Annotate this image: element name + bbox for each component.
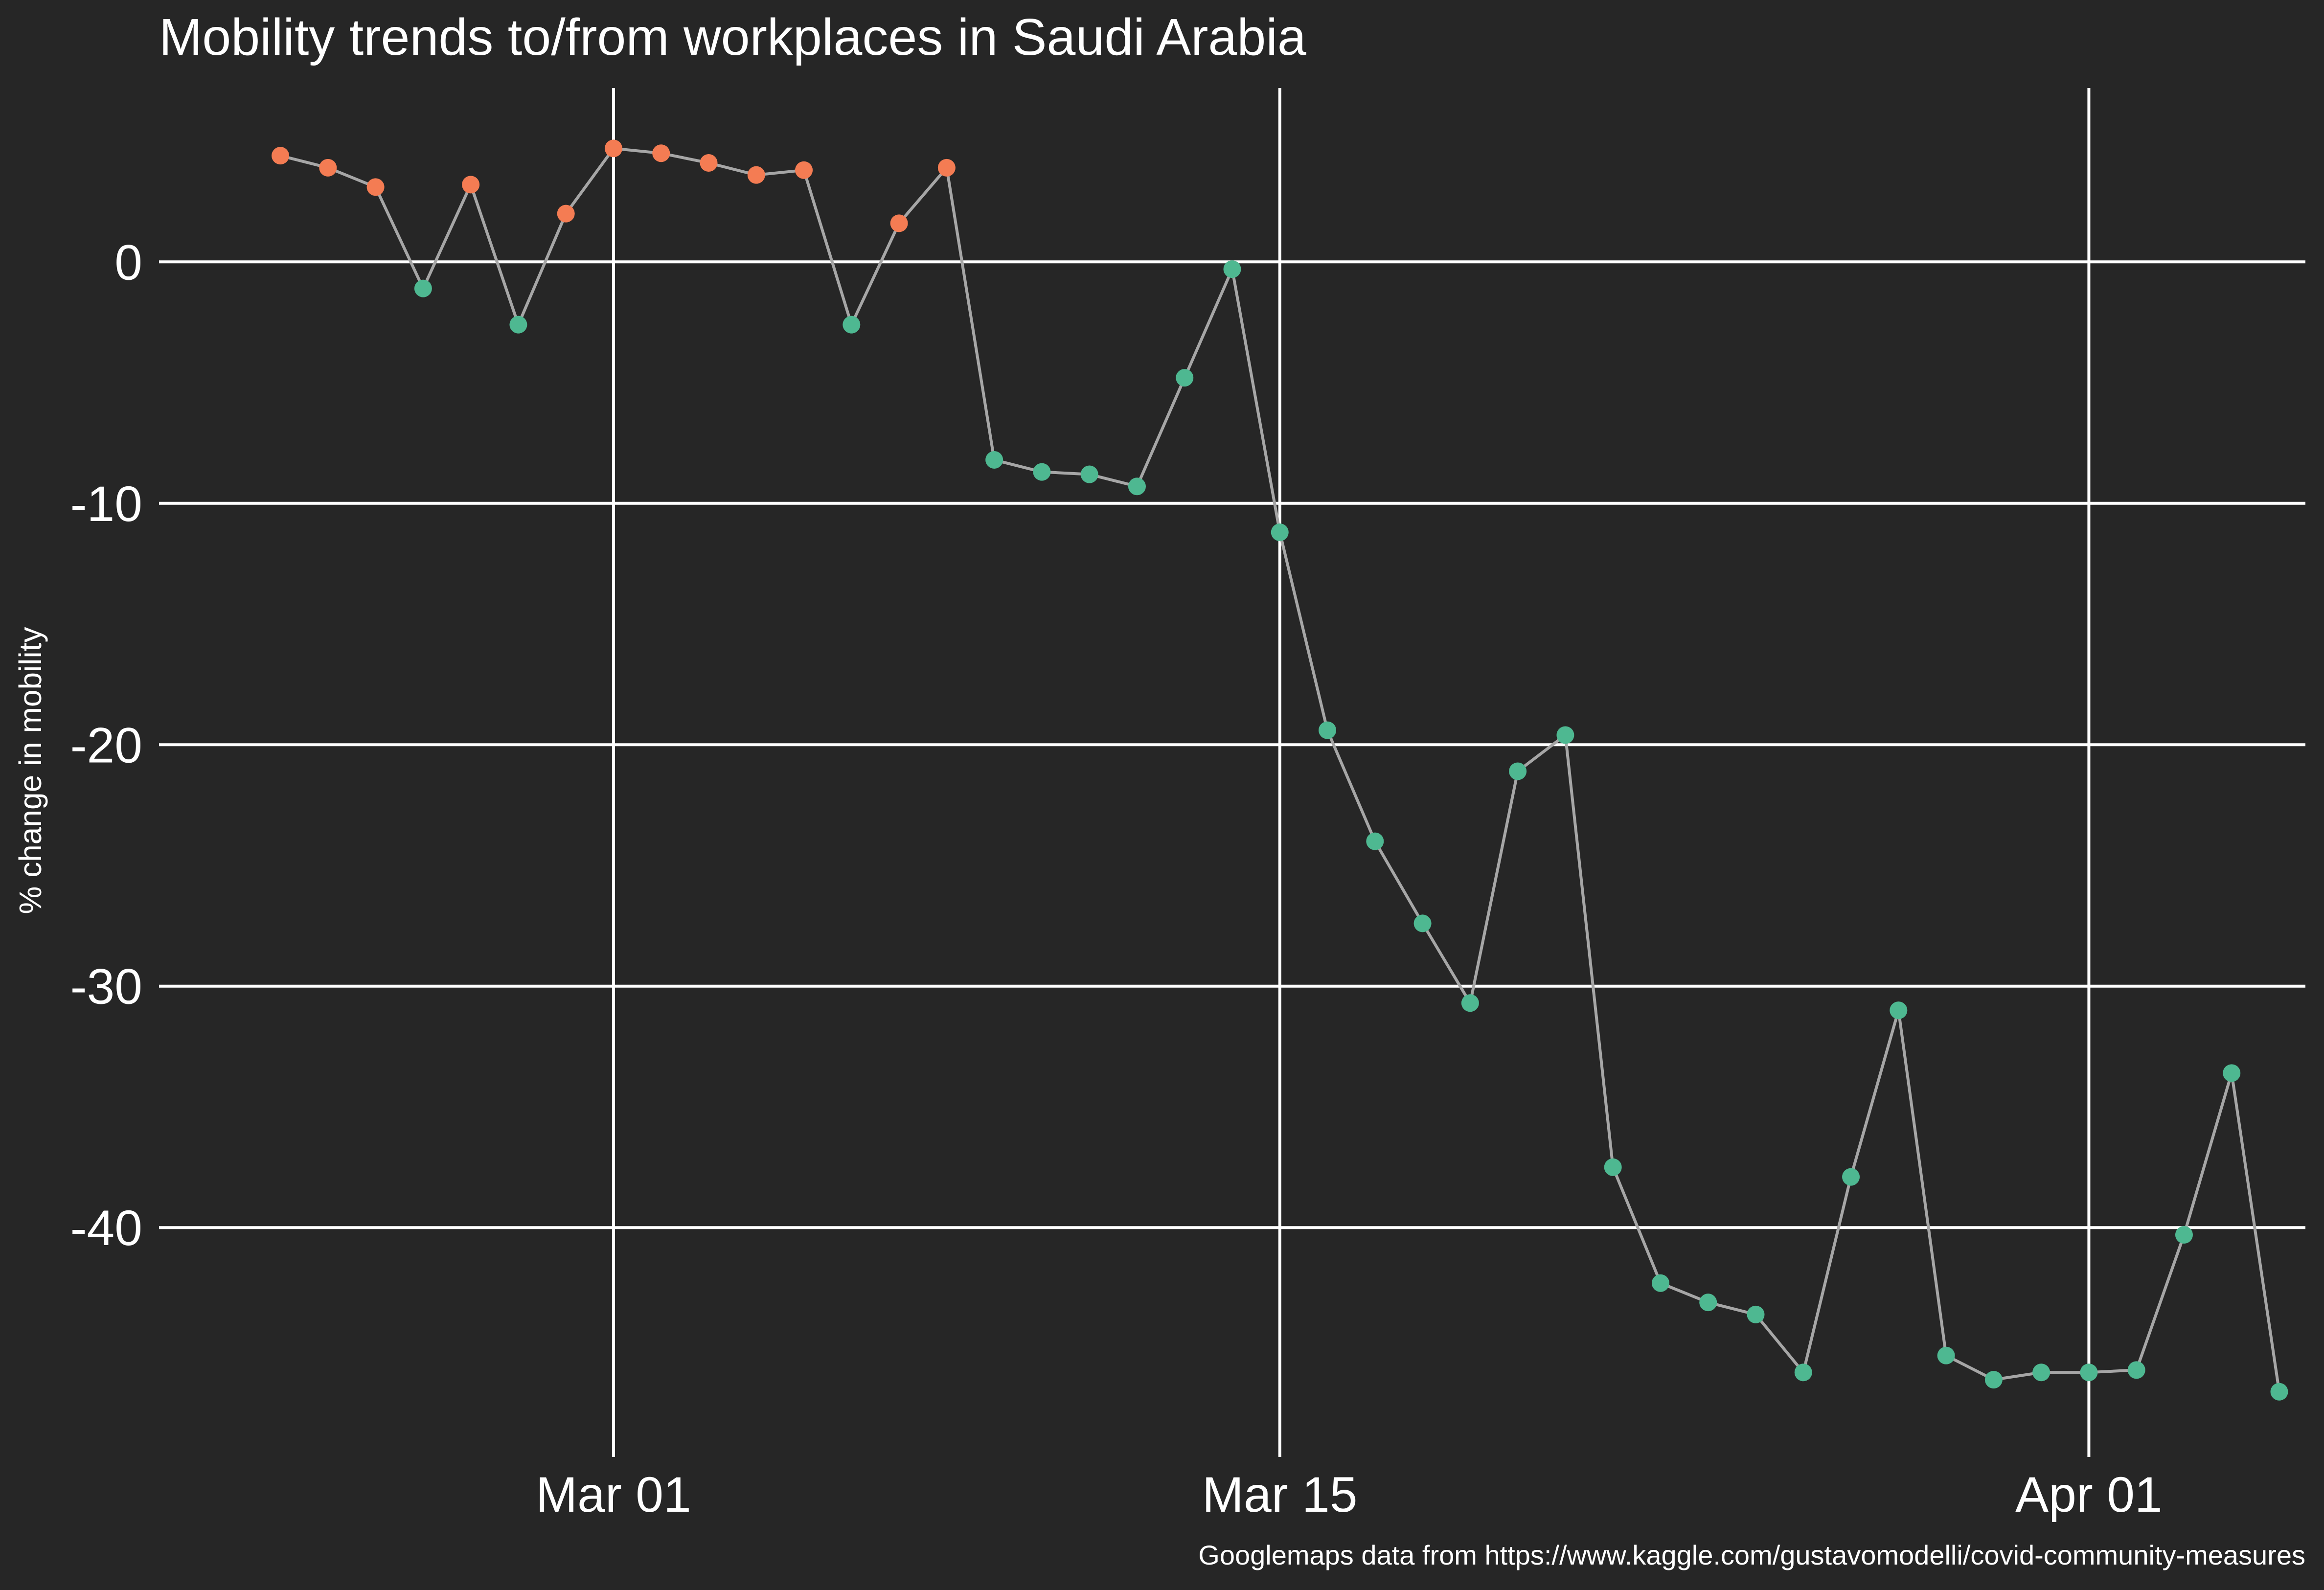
data-point (462, 176, 480, 194)
data-point (557, 204, 575, 223)
y-tick-label: -20 (70, 717, 142, 773)
data-point (2175, 1226, 2193, 1244)
data-point (2080, 1363, 2098, 1382)
data-point (1747, 1305, 1765, 1323)
data-point (1937, 1346, 1955, 1364)
data-point (700, 154, 718, 172)
data-point (1556, 726, 1574, 744)
data-point (1080, 465, 1098, 483)
data-point (1984, 1371, 2003, 1389)
data-point (604, 139, 622, 158)
data-point (1651, 1274, 1669, 1292)
data-point (1271, 523, 1289, 541)
data-point (1699, 1294, 1717, 1312)
y-tick-label: -40 (70, 1200, 142, 1256)
grid-lines (159, 88, 2305, 1457)
data-point (2223, 1064, 2241, 1082)
y-tick-label: 0 (114, 234, 142, 290)
x-tick-label: Mar 15 (1202, 1467, 1357, 1522)
y-axis-ticks: 0 -10 -20 -30 -40 (70, 234, 142, 1256)
x-axis-ticks: Mar 01 Mar 15 Apr 01 (536, 1467, 2162, 1522)
data-point (652, 144, 670, 162)
data-points (272, 139, 2288, 1401)
data-point (366, 178, 385, 196)
data-point (1794, 1363, 1812, 1382)
data-point (1366, 832, 1384, 850)
data-point (795, 161, 813, 179)
y-tick-label: -10 (70, 476, 142, 532)
data-point (747, 166, 765, 184)
x-tick-label: Apr 01 (2015, 1467, 2163, 1522)
data-point (937, 159, 956, 177)
data-point (1509, 762, 1527, 780)
data-point (1128, 477, 1146, 496)
y-axis-label: % change in mobility (13, 627, 48, 914)
x-tick-label: Mar 01 (536, 1467, 691, 1522)
data-point (1033, 463, 1051, 481)
data-point (1319, 721, 1337, 739)
data-point (890, 214, 908, 232)
data-point (2127, 1361, 2145, 1379)
data-point (1461, 994, 1479, 1012)
data-point (1176, 369, 1194, 387)
data-point (319, 159, 337, 177)
data-point (272, 147, 290, 165)
chart-title: Mobility trends to/from workplaces in Sa… (159, 8, 1306, 66)
data-point (2270, 1383, 2288, 1401)
chart-caption: Googlemaps data from https://www.kaggle.… (1198, 1540, 2305, 1570)
y-tick-label: -30 (70, 959, 142, 1015)
data-point (509, 316, 527, 334)
data-point (843, 316, 861, 334)
data-point (414, 279, 432, 297)
data-point (1604, 1158, 1622, 1176)
data-point (1842, 1168, 1860, 1186)
data-point (1223, 260, 1241, 278)
data-point (1413, 914, 1432, 932)
data-point (985, 451, 1003, 469)
data-point (2032, 1363, 2051, 1382)
data-point (1890, 1001, 1908, 1020)
